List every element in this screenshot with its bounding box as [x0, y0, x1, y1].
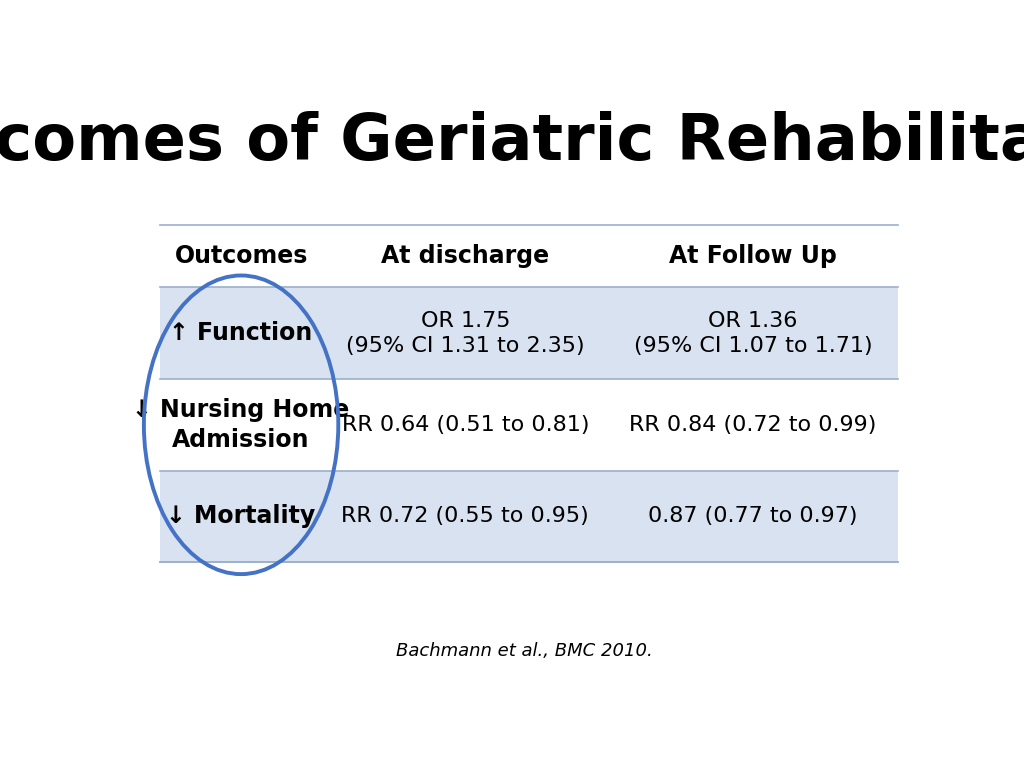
Text: Outcomes: Outcomes: [174, 244, 308, 268]
Bar: [160, 287, 898, 379]
Text: OR 1.75
(95% CI 1.31 to 2.35): OR 1.75 (95% CI 1.31 to 2.35): [346, 311, 585, 356]
Text: RR 0.72 (0.55 to 0.95): RR 0.72 (0.55 to 0.95): [341, 506, 589, 526]
Text: RR 0.64 (0.51 to 0.81): RR 0.64 (0.51 to 0.81): [342, 415, 589, 435]
Text: 0.87 (0.77 to 0.97): 0.87 (0.77 to 0.97): [648, 506, 858, 526]
Text: ↓ Nursing Home
Admission: ↓ Nursing Home Admission: [132, 398, 350, 452]
Text: ↑ Function: ↑ Function: [169, 321, 312, 345]
Text: At discharge: At discharge: [381, 244, 549, 268]
Text: RR 0.84 (0.72 to 0.99): RR 0.84 (0.72 to 0.99): [630, 415, 877, 435]
Bar: [160, 471, 898, 562]
Text: OR 1.36
(95% CI 1.07 to 1.71): OR 1.36 (95% CI 1.07 to 1.71): [634, 311, 872, 356]
Text: At Follow Up: At Follow Up: [669, 244, 837, 268]
Text: Outcomes of Geriatric Rehabilitation: Outcomes of Geriatric Rehabilitation: [0, 111, 1024, 174]
Text: ↓ Mortality: ↓ Mortality: [167, 505, 315, 528]
Text: Bachmann et al., BMC 2010.: Bachmann et al., BMC 2010.: [396, 642, 653, 660]
Bar: [160, 379, 898, 471]
